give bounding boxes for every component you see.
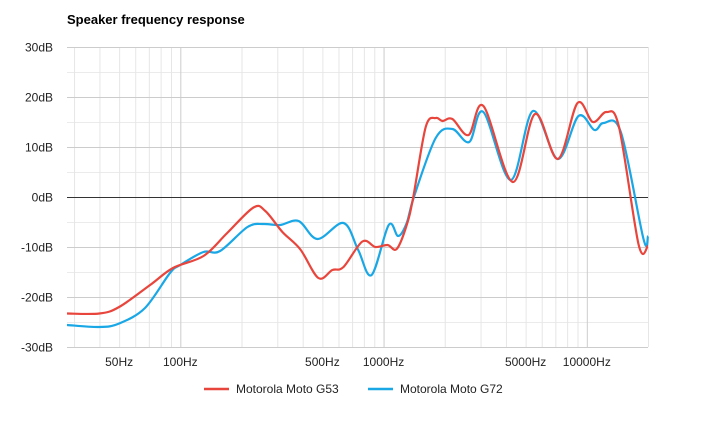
y-tick-label: 20dB — [25, 91, 53, 105]
series-line-moto-g53 — [66, 100, 650, 316]
x-tick-label: 100Hz — [163, 355, 198, 369]
x-tick-label: 10000Hz — [563, 355, 611, 369]
legend: Motorola Moto G53 Motorola Moto G72 — [204, 382, 503, 396]
grid — [67, 47, 649, 348]
x-tick-label: 50Hz — [105, 355, 133, 369]
y-tick-label: 10dB — [25, 141, 53, 155]
legend-label: Motorola Moto G72 — [400, 382, 503, 396]
legend-item: Motorola Moto G72 — [368, 382, 503, 396]
chart-title: Speaker frequency response — [67, 12, 245, 27]
x-tick-label: 1000Hz — [363, 355, 404, 369]
legend-item: Motorola Moto G53 — [204, 382, 339, 396]
y-tick-label: 30dB — [25, 41, 53, 55]
y-axis: 30dB 20dB 10dB 0dB -10dB -20dB -30dB — [21, 41, 53, 355]
series-line-moto-g72 — [66, 109, 650, 329]
legend-label: Motorola Moto G53 — [236, 382, 339, 396]
x-tick-label: 5000Hz — [505, 355, 546, 369]
y-tick-label: 0dB — [32, 191, 53, 205]
x-tick-label: 500Hz — [305, 355, 340, 369]
y-tick-label: -10dB — [21, 241, 53, 255]
series-lines — [66, 100, 650, 329]
y-tick-label: -30dB — [21, 341, 53, 355]
y-tick-label: -20dB — [21, 291, 53, 305]
x-axis: 50Hz 100Hz 500Hz 1000Hz 5000Hz 10000Hz — [105, 355, 611, 369]
